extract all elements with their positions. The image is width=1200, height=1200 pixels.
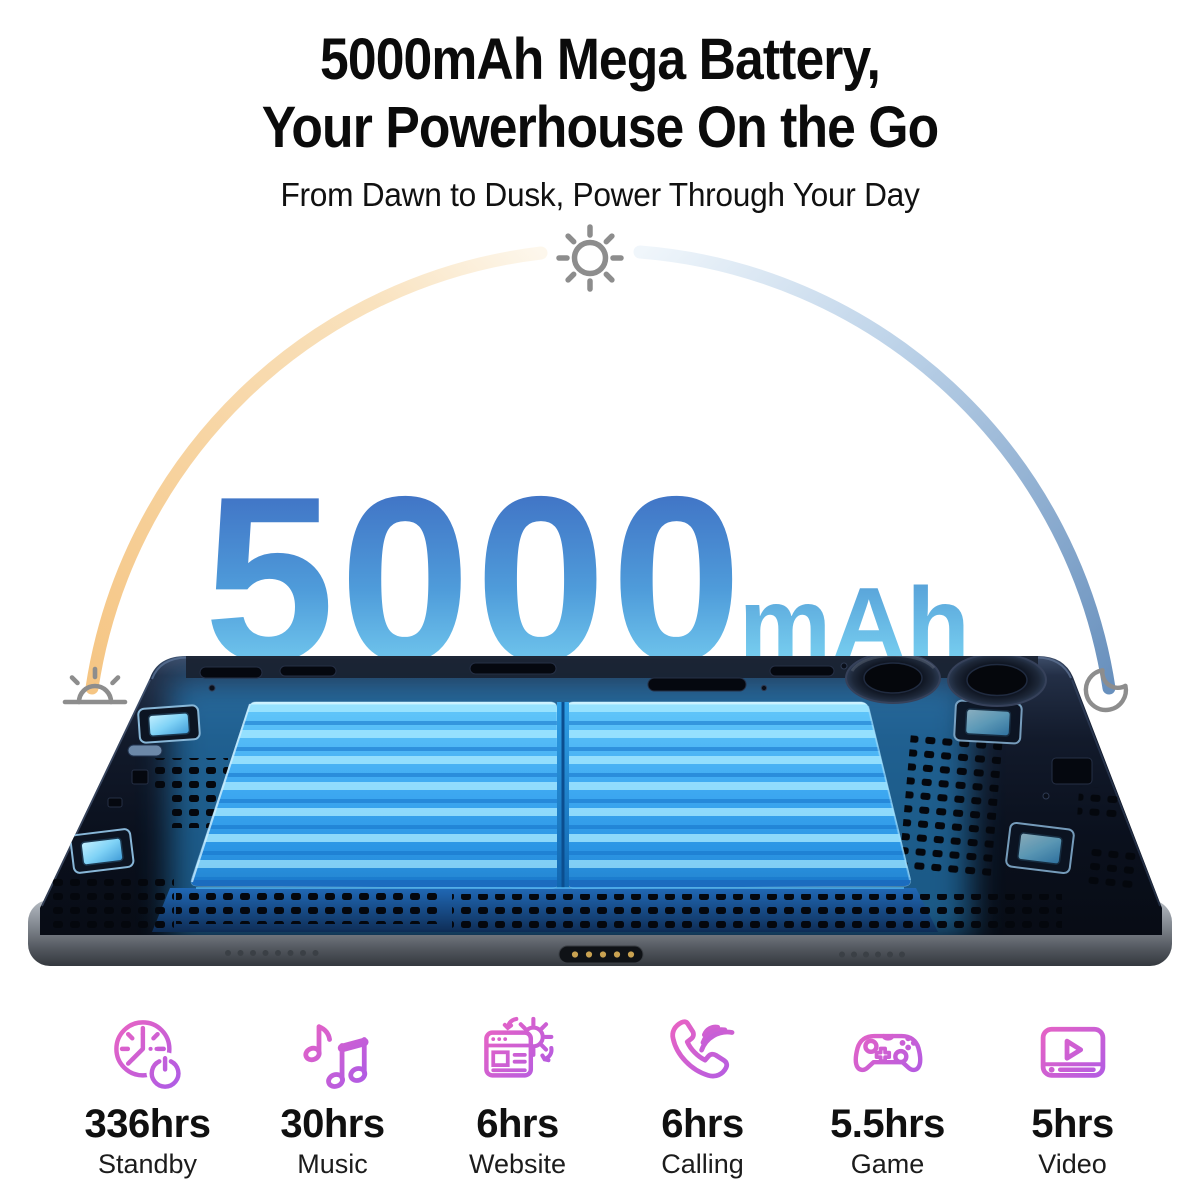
game-controller-icon [795,1012,980,1096]
chassis-slots [107,662,1093,808]
stat-calling: 6hrs Calling [610,1012,795,1178]
corner-modules [69,699,1075,875]
usage-stats-row: 336hrs Standby 30hrs [55,1012,1165,1178]
header: 5000mAh Mega Battery, Your Powerhouse On… [0,26,1200,214]
stat-value: 6hrs [661,1102,744,1146]
stat-website: 6hrs Website [425,1012,610,1178]
stat-label: Standby [97,1149,198,1179]
stat-standby: 336hrs Standby [55,1012,240,1178]
clock-power-icon [55,1012,240,1096]
vent-grilles [46,729,1143,928]
stat-game: 5.5hrs Game [795,1012,980,1178]
chassis-screws [208,662,1050,800]
camera-modules [845,656,1047,707]
stat-video: 5hrs Video [980,1012,1165,1178]
music-notes-icon [240,1012,425,1096]
battery-right-glint [867,705,911,881]
stat-label: Website [468,1149,567,1179]
stat-value: 5hrs [1031,1102,1114,1146]
stat-value: 5.5hrs [830,1102,945,1146]
battery-ridges [191,702,911,888]
stat-value: 6hrs [476,1102,559,1146]
stat-music: 30hrs Music [240,1012,425,1178]
browser-gear-icon [425,1012,610,1096]
battery-left-glint [191,703,251,883]
stat-value: 30hrs [280,1102,385,1146]
title-line-2: Your Powerhouse On the Go [261,94,939,160]
stat-label: Video [1038,1149,1107,1179]
page-subtitle: From Dawn to Dusk, Power Through Your Da… [280,175,920,213]
stat-label: Calling [661,1149,744,1179]
stat-label: Game [850,1149,925,1179]
sun-icon [556,224,624,292]
battery-pack [190,701,911,889]
pogo-connector [558,945,644,964]
video-player-icon [980,1012,1165,1096]
stat-value: 336hrs [84,1102,211,1146]
battery-divider-line [561,702,565,888]
page-title: 5000mAh Mega Battery, Your Powerhouse On… [66,26,1134,162]
stat-label: Music [297,1149,368,1179]
phone-call-icon [610,1012,795,1096]
title-line-1: 5000mAh Mega Battery, [320,27,881,92]
tablet-internals-illustration [28,656,1172,966]
speaker-holes [225,950,905,958]
